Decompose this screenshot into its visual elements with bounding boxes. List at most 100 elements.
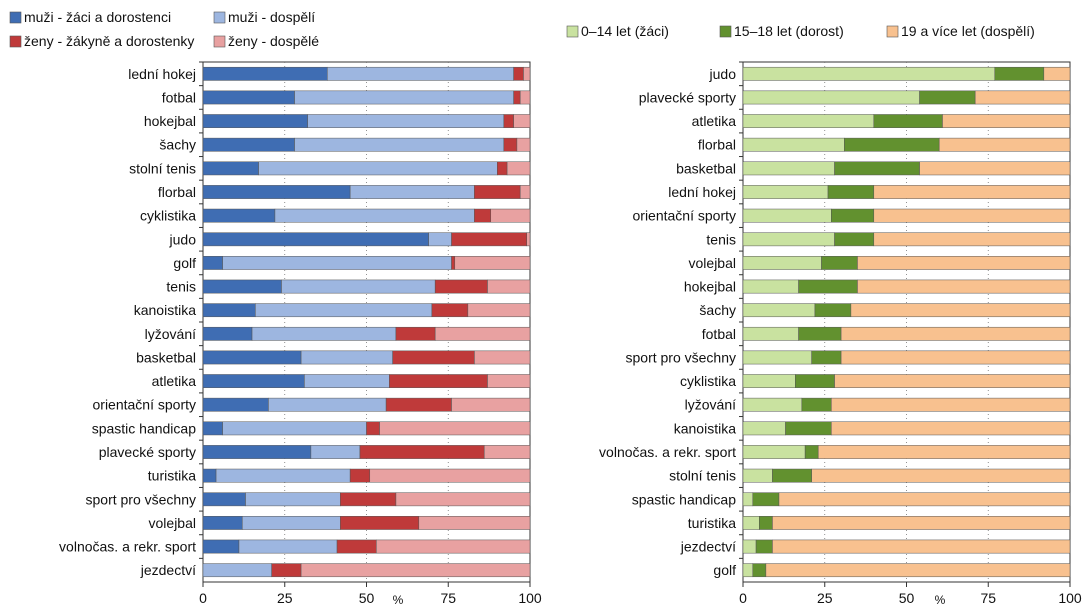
bar-segment (366, 421, 380, 436)
legend-label: 0–14 let (žáci) (581, 23, 669, 39)
category-label: tenis (706, 231, 736, 247)
bar-segment (778, 492, 1071, 507)
bar-segment (490, 208, 531, 223)
category-label: fotbal (702, 326, 736, 342)
bar-segment (307, 114, 505, 128)
legend-swatch (9, 11, 22, 24)
bar-segment (523, 66, 531, 81)
bar-segment (487, 279, 531, 294)
legend-swatch (213, 35, 226, 48)
bar-segment (255, 303, 433, 318)
bar-segment (222, 421, 367, 436)
bar-segment (487, 374, 531, 388)
bar-segment (873, 232, 1071, 247)
bar-segment (831, 421, 1071, 436)
category-label: volejbal (149, 515, 196, 531)
bar-segment (938, 137, 1071, 152)
bar-segment (503, 137, 518, 152)
category-label: turistika (148, 468, 196, 484)
category-label: atletika (692, 113, 737, 129)
bar-segment (451, 256, 456, 270)
bar-segment (821, 256, 858, 270)
bar-segment (379, 421, 531, 436)
bar-segment (742, 516, 760, 530)
bar-segment (742, 90, 920, 105)
bar-segment (392, 350, 475, 365)
bar-segment (742, 303, 816, 318)
category-label: florbal (158, 184, 196, 200)
bar-segment (258, 161, 498, 176)
bar-segment (340, 516, 420, 530)
bar-segment (340, 492, 397, 507)
bar-segment (467, 303, 531, 318)
legend-label: 15–18 let (dorost) (734, 23, 844, 39)
bar-segment (202, 161, 259, 176)
bar-segment (202, 468, 217, 483)
category-label: judo (169, 231, 197, 247)
bar-segment (742, 256, 822, 270)
bar-segment (483, 445, 531, 459)
x-tick-label: 75 (980, 590, 996, 606)
chart-1: muži - žáci a dorostenci muži - dospělí že… (9, 9, 542, 607)
legend-label: 19 a více let (dospělí) (901, 23, 1035, 39)
bar-segment (369, 468, 531, 483)
bar-segment (844, 137, 940, 152)
bar-segment (513, 66, 524, 81)
category-label: orientační sporty (93, 397, 197, 413)
bar-segment (281, 279, 436, 294)
bar-segment (742, 421, 786, 436)
category-label: cyklistika (680, 373, 736, 389)
category-label: jezdectví (680, 539, 736, 555)
legend-label: ženy - žákyně a dorostenky (24, 33, 194, 49)
bar-segment (513, 90, 521, 105)
bar-segment (451, 232, 527, 247)
bar-segment (336, 539, 377, 554)
category-label: basketbal (676, 160, 736, 176)
bar-segment (742, 539, 757, 554)
bar-segment (202, 303, 256, 318)
category-label: volnočas. a rekr. sport (599, 444, 736, 460)
bar-segment (811, 468, 1071, 483)
bar-segment (942, 114, 1071, 128)
x-axis-label: % (935, 593, 946, 607)
bar-segment (251, 326, 397, 341)
category-label: šachy (159, 137, 196, 153)
bar-segment (202, 445, 312, 459)
x-tick-label: 25 (817, 590, 833, 606)
bar-segment (349, 468, 371, 483)
category-label: basketbal (136, 349, 196, 365)
bar-segment (742, 232, 835, 247)
category-label: volnočas. a rekr. sport (59, 539, 196, 555)
bar-segment (202, 185, 351, 199)
bar-segment (919, 161, 1071, 176)
category-label: lední hokej (668, 184, 736, 200)
category-label: florbal (698, 137, 736, 153)
bar-segment (451, 397, 531, 412)
category-label: lední hokej (128, 66, 196, 82)
bar-segment (202, 114, 308, 128)
bar-segment (304, 374, 390, 388)
bar-segment (817, 445, 1071, 459)
bar-segment (755, 539, 773, 554)
bar-segment (834, 374, 1071, 388)
bar-segment (389, 374, 488, 388)
bar-segment (503, 114, 514, 128)
bar-segment (474, 350, 531, 365)
category-label: jezdectví (140, 562, 196, 578)
bar-segment (395, 492, 531, 507)
bar-segment (395, 326, 436, 341)
bar-segment (742, 397, 803, 412)
legend-swatch (566, 25, 579, 38)
bar-segment (798, 279, 858, 294)
category-label: stolní tenis (669, 468, 736, 484)
bar-segment (202, 208, 276, 223)
x-tick-label: 75 (440, 590, 456, 606)
x-tick-label: 50 (359, 590, 375, 606)
category-label: cyklistika (140, 208, 196, 224)
bar-segment (831, 208, 875, 223)
category-label: plavecké sporty (99, 444, 196, 460)
bar-segment (742, 66, 996, 81)
bar-segment (1043, 66, 1071, 81)
bar-segment (742, 563, 754, 578)
